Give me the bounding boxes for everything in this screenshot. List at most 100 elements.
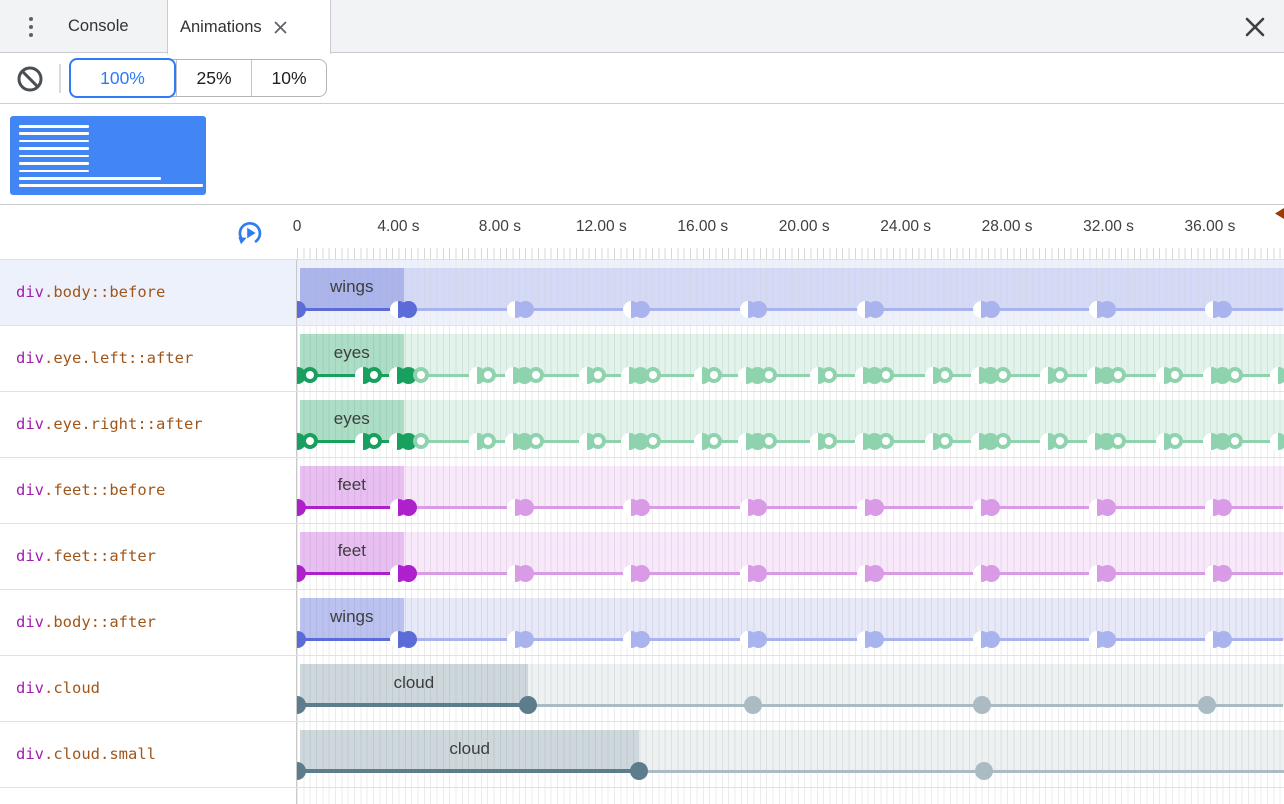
keyframe-point[interactable]: [866, 300, 884, 318]
keyframe-point[interactable]: [1270, 366, 1284, 384]
replay-icon[interactable]: [233, 216, 267, 250]
keyframe-point[interactable]: [866, 564, 884, 582]
keyframe-point[interactable]: [1167, 367, 1184, 383]
keyframe-point[interactable]: [972, 696, 991, 714]
tab-close-icon[interactable]: [272, 18, 290, 36]
keyframe-point[interactable]: [516, 300, 534, 318]
keyframe-point[interactable]: [1110, 433, 1127, 449]
keyframe-point[interactable]: [412, 433, 429, 449]
keyframe-point[interactable]: [1226, 367, 1243, 383]
keyframe-point[interactable]: [412, 367, 429, 383]
animation-group-bar[interactable]: feet: [300, 532, 404, 574]
keyframe-point[interactable]: [297, 498, 306, 516]
keyframe-point[interactable]: [1098, 498, 1116, 516]
keyframe-point[interactable]: [1167, 433, 1184, 449]
keyframe-point[interactable]: [878, 433, 895, 449]
keyframe-point[interactable]: [516, 564, 534, 582]
animation-group-bar[interactable]: wings: [300, 598, 404, 640]
keyframe-point[interactable]: [400, 300, 417, 318]
keyframe-point[interactable]: [821, 367, 838, 383]
keyframe-point[interactable]: [633, 630, 651, 648]
rate-100-button[interactable]: 100%: [69, 58, 176, 98]
keyframe-point[interactable]: [936, 433, 953, 449]
keyframe-point[interactable]: [400, 630, 417, 648]
tab-console[interactable]: Console: [68, 17, 129, 35]
keyframe-point[interactable]: [297, 762, 306, 780]
keyframe-point[interactable]: [1198, 696, 1217, 714]
keyframe-point[interactable]: [297, 300, 306, 318]
keyframe-point[interactable]: [866, 498, 884, 516]
tab-animations[interactable]: Animations: [167, 0, 331, 54]
keyframe-point[interactable]: [936, 367, 953, 383]
keyframe-point[interactable]: [878, 367, 895, 383]
keyframe-point[interactable]: [983, 300, 1001, 318]
keyframe-point[interactable]: [297, 432, 306, 450]
keyframe-point[interactable]: [302, 433, 318, 449]
keyframe-point[interactable]: [866, 630, 884, 648]
scrubber-handle[interactable]: [1275, 207, 1284, 219]
keyframe-point[interactable]: [516, 630, 534, 648]
animation-selector[interactable]: div.body::after: [0, 590, 297, 655]
keyframe-point[interactable]: [400, 564, 417, 582]
keyframe-point[interactable]: [1098, 564, 1116, 582]
keyframe-point[interactable]: [480, 433, 497, 449]
keyframe-point[interactable]: [297, 366, 306, 384]
keyframe-point[interactable]: [975, 762, 994, 780]
keyframe-point[interactable]: [1215, 630, 1233, 648]
keyframe-point[interactable]: [516, 498, 534, 516]
keyframe-point[interactable]: [480, 367, 497, 383]
animation-selector[interactable]: div.feet::before: [0, 458, 297, 523]
keyframe-point[interactable]: [366, 433, 382, 449]
keyframe-point[interactable]: [297, 696, 306, 714]
keyframe-point[interactable]: [749, 300, 767, 318]
devtools-close-icon[interactable]: [1240, 12, 1270, 42]
keyframe-point[interactable]: [297, 630, 306, 648]
keyframe-point[interactable]: [633, 498, 651, 516]
keyframe-point[interactable]: [761, 433, 778, 449]
animation-selector[interactable]: div.eye.left::after: [0, 326, 297, 391]
keyframe-point[interactable]: [644, 367, 661, 383]
keyframe-point[interactable]: [983, 564, 1001, 582]
animation-selector[interactable]: div.cloud.small: [0, 722, 297, 787]
animation-group-bar[interactable]: cloud: [300, 730, 640, 772]
keyframe-point[interactable]: [994, 433, 1011, 449]
keyframe-point[interactable]: [302, 367, 318, 383]
keyframe-point[interactable]: [366, 367, 382, 383]
animation-group-bar[interactable]: eyes: [300, 400, 404, 442]
keyframe-point[interactable]: [528, 433, 545, 449]
animation-group-bar[interactable]: eyes: [300, 334, 404, 376]
animation-selector[interactable]: div.feet::after: [0, 524, 297, 589]
keyframe-point[interactable]: [1098, 300, 1116, 318]
keyframe-point[interactable]: [821, 433, 838, 449]
keyframe-point[interactable]: [994, 367, 1011, 383]
keyframe-point[interactable]: [297, 564, 306, 582]
keyframe-point[interactable]: [1051, 433, 1068, 449]
keyframe-point[interactable]: [633, 564, 651, 582]
keyframe-point[interactable]: [1098, 630, 1116, 648]
keyframe-point[interactable]: [761, 367, 778, 383]
keyframe-point[interactable]: [705, 367, 722, 383]
clear-all-button[interactable]: [14, 63, 46, 95]
rate-10-button[interactable]: 10%: [251, 60, 326, 96]
keyframe-point[interactable]: [633, 300, 651, 318]
keyframe-point[interactable]: [983, 498, 1001, 516]
keyframe-point[interactable]: [1110, 367, 1127, 383]
keyframe-point[interactable]: [630, 762, 649, 780]
keyframe-point[interactable]: [1215, 564, 1233, 582]
keyframe-point[interactable]: [1226, 433, 1243, 449]
animation-group-bar[interactable]: feet: [300, 466, 404, 508]
animation-group-bar[interactable]: cloud: [300, 664, 528, 706]
keyframe-point[interactable]: [1270, 432, 1284, 450]
keyframe-point[interactable]: [705, 433, 722, 449]
keyframe-point[interactable]: [590, 433, 607, 449]
keyframe-point[interactable]: [983, 630, 1001, 648]
keyframe-point[interactable]: [644, 433, 661, 449]
keyframe-point[interactable]: [749, 564, 767, 582]
keyframe-point[interactable]: [590, 367, 607, 383]
animation-group-bar[interactable]: wings: [300, 268, 404, 310]
keyframe-point[interactable]: [1215, 498, 1233, 516]
keyframe-point[interactable]: [1215, 300, 1233, 318]
animation-group-thumbnail[interactable]: [10, 116, 206, 195]
animation-selector[interactable]: div.eye.right::after: [0, 392, 297, 457]
keyframe-point[interactable]: [749, 630, 767, 648]
